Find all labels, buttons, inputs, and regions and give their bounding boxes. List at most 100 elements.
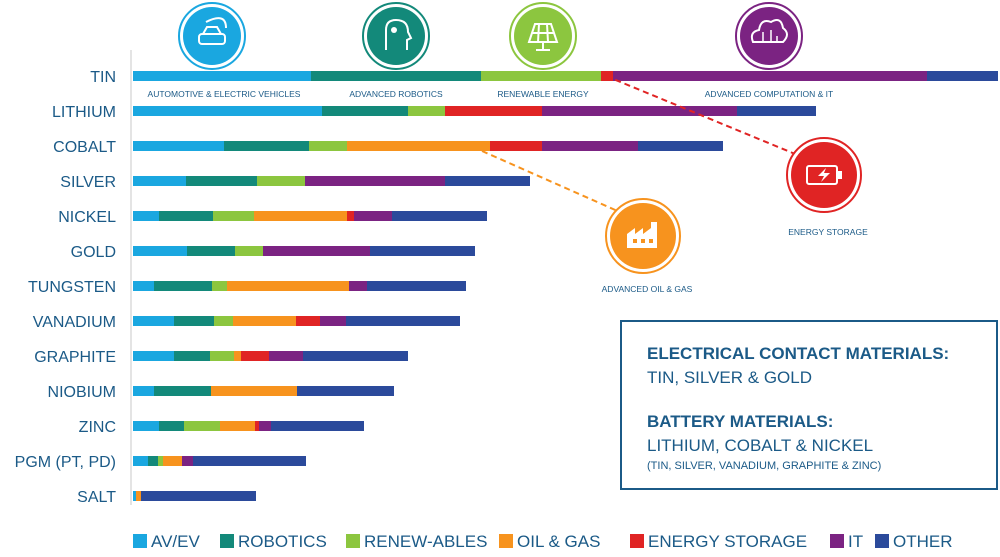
bar-gold-av-ev — [133, 246, 187, 256]
category-label-silver: SILVER — [60, 174, 116, 191]
category-label-graphite: GRAPHITE — [34, 349, 116, 366]
info-line-contact: TIN, SILVER & GOLD — [647, 368, 813, 387]
bar-tin-other — [927, 71, 998, 81]
bar-cobalt-it — [542, 141, 638, 151]
bar-salt-other — [141, 491, 256, 501]
factory-window-shape — [649, 239, 653, 243]
bar-silver-other — [445, 176, 530, 186]
bar-nickel-robotics — [159, 211, 213, 221]
bar-vanadium-oil-gas — [233, 316, 296, 326]
legend-label-oil-gas: OIL & GAS — [517, 532, 600, 551]
bar-graphite-other — [303, 351, 408, 361]
legend-swatch-renew-ables — [346, 534, 360, 548]
category-label-salt: SALT — [77, 489, 116, 506]
callout-label-advanced-computation-it: ADVANCED COMPUTATION & IT — [705, 89, 833, 99]
legend-label-renew-ables: RENEW-ABLES — [364, 532, 487, 551]
info-box: ELECTRICAL CONTACT MATERIALS: TIN, SILVE… — [620, 320, 998, 490]
solar-panel-icon — [527, 23, 559, 51]
bar-gold-it — [263, 246, 370, 256]
bar-gold-other — [370, 246, 475, 256]
bar-niobium-other — [297, 386, 394, 396]
bar-tungsten-oil-gas — [227, 281, 349, 291]
bar-nickel-other — [392, 211, 487, 221]
circuit-lines-shape — [762, 30, 778, 42]
bar-lithium-other — [737, 106, 816, 116]
category-label-niobium: NIOBIUM — [48, 384, 116, 401]
bar-cobalt-robotics — [224, 141, 309, 151]
category-label-pgm-pt-pd: PGM (PT, PD) — [15, 454, 116, 471]
bar-lithium-renew-ables — [408, 106, 445, 116]
bar-tin-robotics — [311, 71, 481, 81]
bar-tungsten-renew-ables — [212, 281, 227, 291]
bar-nickel-it — [354, 211, 392, 221]
bar-salt-av-ev — [133, 491, 136, 501]
bar-silver-it — [305, 176, 445, 186]
callout-circle-advanced-computation-it — [740, 7, 798, 65]
bar-nickel-renew-ables — [213, 211, 254, 221]
info-line-battery: LITHIUM, COBALT & NICKEL — [647, 436, 874, 455]
bar-graphite-it — [269, 351, 303, 361]
bar-tin-it — [613, 71, 927, 81]
bar-vanadium-av-ev — [133, 316, 174, 326]
callout-circle-advanced-robotics — [367, 7, 425, 65]
cloud-circuit-icon — [750, 19, 788, 43]
bar-pgm-pt-pd-it — [182, 456, 193, 466]
callout-label-advanced-robotics: ADVANCED ROBOTICS — [349, 89, 443, 99]
info-note: (TIN, SILVER, VANADIUM, GRAPHITE & ZINC) — [647, 460, 882, 472]
bar-vanadium-renew-ables — [214, 316, 233, 326]
bar-lithium-it — [542, 106, 737, 116]
robot-head-icon — [385, 18, 413, 50]
bar-cobalt-oil-gas — [347, 141, 490, 151]
category-label-vanadium: VANADIUM — [33, 314, 116, 331]
car-roof-shape — [202, 26, 222, 35]
bar-vanadium-it — [320, 316, 346, 326]
callout-label-advanced-oil-gas: ADVANCED OIL & GAS — [602, 284, 693, 294]
bar-graphite-renew-ables — [210, 351, 234, 361]
bar-lithium-av-ev — [133, 106, 322, 116]
bar-zinc-av-ev — [133, 421, 159, 431]
legend-swatch-av-ev — [133, 534, 147, 548]
bar-graphite-av-ev — [133, 351, 174, 361]
category-label-cobalt: COBALT — [53, 139, 116, 156]
bar-cobalt-other — [638, 141, 723, 151]
callout-circle-automotive-electric-vehicles — [183, 7, 241, 65]
legend-swatch-it — [830, 534, 844, 548]
bar-zinc-oil-gas — [220, 421, 255, 431]
callout-label-energy-storage: ENERGY STORAGE — [788, 227, 868, 237]
callout-label-renewable-energy: RENEWABLE ENERGY — [497, 89, 589, 99]
legend-swatch-energy-storage — [630, 534, 644, 548]
bar-niobium-robotics — [154, 386, 211, 396]
bar-niobium-oil-gas — [211, 386, 297, 396]
battery-icon — [806, 165, 838, 185]
bar-nickel-av-ev — [133, 211, 159, 221]
bar-vanadium-robotics — [174, 316, 214, 326]
lightning-bolt-shape — [818, 168, 830, 182]
oil-gas-connector — [481, 150, 623, 214]
bar-pgm-pt-pd-av-ev — [133, 456, 148, 466]
legend-label-robotics: ROBOTICS — [238, 532, 327, 551]
category-label-lithium: LITHIUM — [52, 104, 116, 121]
legend-label-other: OTHER — [893, 532, 953, 551]
bar-tin-av-ev — [133, 71, 311, 81]
callout-circle-renewable-energy — [514, 7, 572, 65]
bar-tungsten-robotics — [154, 281, 212, 291]
bar-graphite-robotics — [174, 351, 210, 361]
legend-label-it: IT — [848, 532, 863, 551]
category-label-tungsten: TUNGSTEN — [28, 279, 116, 296]
bar-cobalt-energy-storage — [490, 141, 542, 151]
bar-niobium-av-ev — [133, 386, 154, 396]
bar-salt-oil-gas — [136, 491, 141, 501]
info-heading-battery: BATTERY MATERIALS: — [647, 412, 834, 431]
bar-tungsten-av-ev — [133, 281, 154, 291]
bar-silver-robotics — [186, 176, 257, 186]
factory-window-shape — [641, 239, 645, 243]
bar-silver-av-ev — [133, 176, 186, 186]
bar-gold-renew-ables — [235, 246, 263, 256]
bar-pgm-pt-pd-renew-ables — [158, 456, 163, 466]
bar-nickel-oil-gas — [254, 211, 347, 221]
bar-gold-robotics — [187, 246, 235, 256]
bar-tin-renew-ables — [481, 71, 601, 81]
plug-cable-shape — [205, 17, 227, 29]
bar-zinc-it — [259, 421, 271, 431]
